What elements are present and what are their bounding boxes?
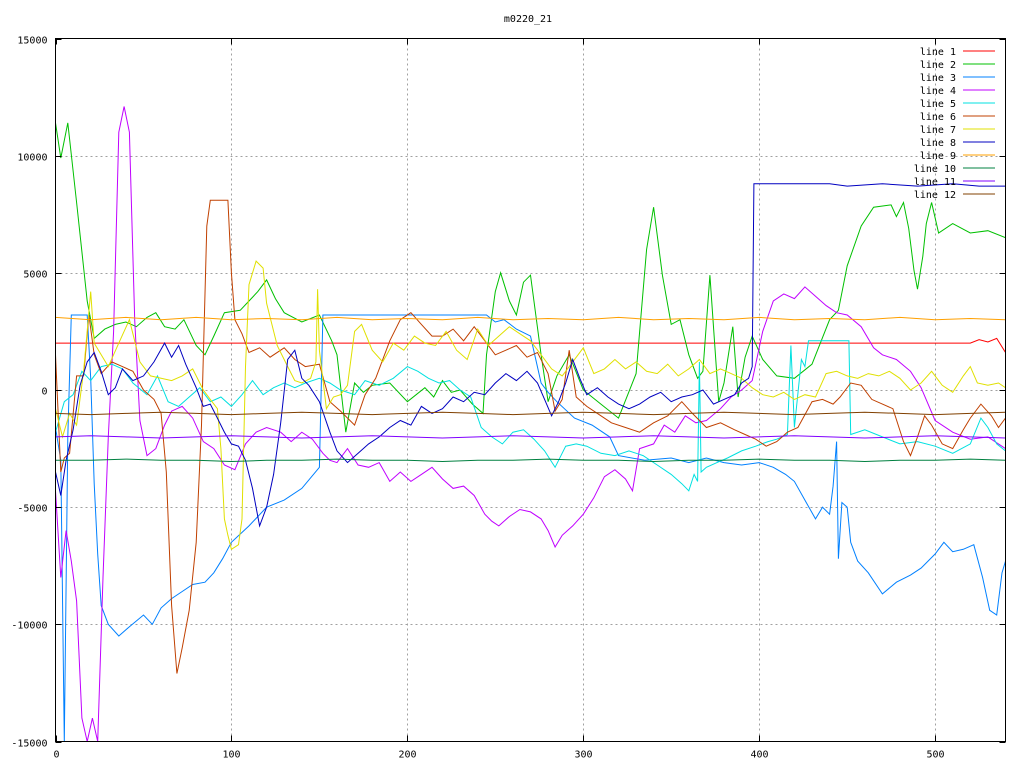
x-tick-label: 0 xyxy=(53,750,59,761)
series-line-11 xyxy=(55,435,1006,439)
series-line-4 xyxy=(55,106,1006,742)
series-line-6 xyxy=(55,199,1006,674)
y-tick-label: -5000 xyxy=(17,504,47,515)
series-line-10 xyxy=(55,458,1006,463)
y-tick-label: 5000 xyxy=(23,270,47,281)
legend-label: line 2 xyxy=(920,60,956,71)
legend-label: line 8 xyxy=(920,138,956,149)
series-group xyxy=(55,106,1006,742)
series-line-2 xyxy=(55,122,1006,433)
legend: line 1 line 2 line 3 line 4 line 5 line 6 line… xyxy=(914,47,995,201)
x-tick-label: 500 xyxy=(926,750,944,761)
legend-label: line 3 xyxy=(920,73,956,84)
series-line-9 xyxy=(55,316,1006,321)
axis-ticks: 0 100 200 300 400 500 -15000 -10000 -5000 0 5000 10… xyxy=(11,36,1006,761)
legend-label: line 9 xyxy=(920,151,956,162)
series-line-5 xyxy=(55,340,1006,492)
y-tick-label: 0 xyxy=(41,387,47,398)
y-tick-label: -10000 xyxy=(11,621,47,632)
x-tick-label: 100 xyxy=(222,750,240,761)
legend-label: line 5 xyxy=(920,99,956,110)
legend-label: line 4 xyxy=(920,86,956,97)
series-line-3 xyxy=(55,314,1006,742)
legend-label: line 7 xyxy=(920,125,956,136)
legend-label: line 6 xyxy=(920,112,956,123)
series-line-1 xyxy=(55,337,1006,353)
series-line-12 xyxy=(55,411,1006,416)
legend-label: line 12 xyxy=(914,190,956,201)
y-tick-label: 15000 xyxy=(17,36,47,47)
chart-title: m0220_21 xyxy=(504,14,552,25)
legend-label: line 10 xyxy=(914,164,956,175)
legend-label: line 11 xyxy=(914,177,956,188)
series-line-7 xyxy=(55,260,1006,551)
series-line-8 xyxy=(55,183,1006,528)
x-tick-label: 400 xyxy=(750,750,768,761)
x-tick-label: 300 xyxy=(574,750,592,761)
y-tick-label: 10000 xyxy=(17,153,47,164)
y-tick-label: -15000 xyxy=(11,739,47,750)
grid-lines xyxy=(55,38,1006,742)
legend-label: line 1 xyxy=(920,47,956,58)
x-tick-label: 200 xyxy=(398,750,416,761)
